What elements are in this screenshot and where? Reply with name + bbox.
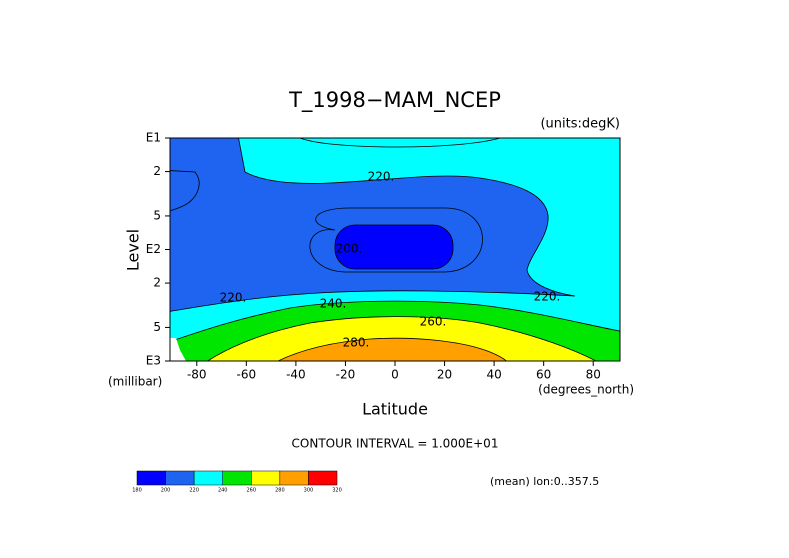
y-tick-label: 2 — [153, 276, 161, 290]
contour-label: 220. — [220, 291, 247, 305]
colorbar-label: 180 — [132, 488, 142, 494]
x-tick-label: 60 — [536, 368, 551, 382]
colorbar-label: 320 — [332, 488, 342, 494]
x-tick-label: 80 — [586, 368, 601, 382]
contour-line — [299, 138, 501, 148]
colorbar-label: 220 — [189, 488, 199, 494]
contour-label: 220. — [534, 290, 561, 304]
colorbar-label: 240 — [218, 488, 228, 494]
x-tick-label: -20 — [336, 368, 356, 382]
x-tick-label: -40 — [286, 368, 306, 382]
y-units: (millibar) — [108, 375, 162, 389]
contour-line — [170, 170, 200, 212]
missing-region — [170, 338, 186, 361]
colorbar-box — [222, 470, 252, 486]
colorbar-label: 200 — [161, 488, 171, 494]
x-tick-label: -80 — [187, 368, 207, 382]
y-tick-label: E3 — [146, 354, 161, 368]
y-tick-label: 5 — [153, 320, 161, 334]
note: (mean) lon:0..357.5 — [490, 475, 599, 488]
contour-line — [309, 207, 483, 273]
y-tick-label: 5 — [153, 208, 161, 222]
colorbar-box — [165, 470, 195, 486]
colorbar: 180 200 220 240 260 280 300 320 — [132, 470, 342, 494]
colorbar-box — [279, 470, 309, 486]
contour-band — [334, 224, 454, 270]
colorbar-box — [251, 470, 281, 486]
contour-label: 240. — [320, 297, 347, 311]
x-tick-label: -60 — [237, 368, 257, 382]
colorbar-box — [193, 470, 223, 486]
contour-label: 260. — [420, 315, 447, 329]
colorbar-label: 280 — [275, 488, 285, 494]
plot-area: 220. 220. 220. 240. 260. 280. 200. — [170, 138, 620, 361]
x-tick-label: 20 — [437, 368, 452, 382]
contour-interval: CONTOUR INTERVAL = 1.000E+01 — [292, 437, 499, 451]
colorbar-label: 260 — [247, 488, 257, 494]
units-label: (units:degK) — [540, 117, 620, 132]
y-tick-label: 2 — [153, 164, 161, 178]
contour-label: 280. — [343, 336, 370, 350]
y-axis-label: Level — [124, 229, 143, 271]
x-units: (degrees_north) — [538, 383, 634, 397]
contour-label: 200. — [336, 242, 363, 256]
x-tick-label: 0 — [391, 368, 399, 382]
chart-title: T_1998−MAM_NCEP — [288, 88, 501, 113]
colorbar-label: 300 — [304, 488, 314, 494]
colorbar-box — [136, 470, 166, 486]
y-tick-label: E1 — [146, 131, 161, 145]
x-tick-label: 40 — [486, 368, 501, 382]
x-axis-label: Latitude — [362, 400, 428, 419]
colorbar-box — [308, 470, 338, 486]
y-tick-label: E2 — [146, 242, 161, 256]
contour-label: 220. — [368, 170, 395, 184]
contour-band — [170, 138, 620, 361]
